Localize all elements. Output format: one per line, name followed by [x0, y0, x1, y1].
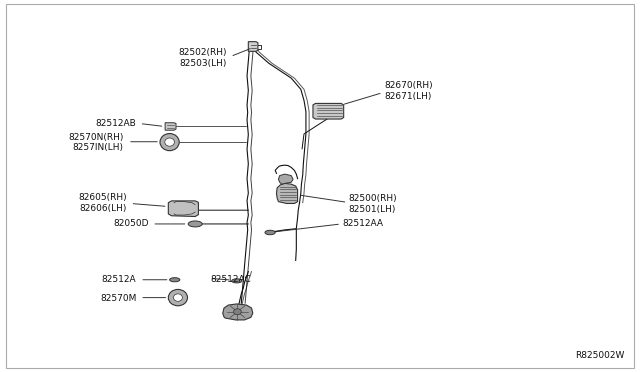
Ellipse shape	[165, 138, 175, 146]
Polygon shape	[276, 183, 298, 203]
Text: 82512AC: 82512AC	[210, 275, 251, 283]
Text: R825002W: R825002W	[575, 351, 624, 360]
Text: 82512A: 82512A	[102, 275, 136, 284]
Ellipse shape	[232, 279, 242, 283]
Ellipse shape	[160, 134, 179, 151]
Ellipse shape	[173, 294, 182, 301]
Text: 82570N(RH)
8257IN(LH): 82570N(RH) 8257IN(LH)	[68, 132, 124, 153]
Ellipse shape	[188, 221, 202, 227]
Text: 82570M: 82570M	[100, 294, 136, 303]
Polygon shape	[278, 174, 293, 184]
Polygon shape	[223, 304, 253, 320]
Ellipse shape	[265, 230, 275, 235]
Ellipse shape	[168, 289, 188, 306]
Polygon shape	[168, 201, 198, 217]
Polygon shape	[165, 123, 176, 130]
Text: 82512AA: 82512AA	[342, 219, 383, 228]
Text: 82050D: 82050D	[113, 219, 148, 228]
Ellipse shape	[234, 309, 241, 315]
Polygon shape	[248, 42, 258, 51]
Ellipse shape	[170, 278, 180, 282]
Text: 82502(RH)
82503(LH): 82502(RH) 82503(LH)	[179, 48, 227, 68]
Text: 82670(RH)
82671(LH): 82670(RH) 82671(LH)	[384, 81, 433, 101]
Text: 82605(RH)
82606(LH): 82605(RH) 82606(LH)	[78, 193, 127, 213]
Text: 82512AB: 82512AB	[95, 119, 136, 128]
Polygon shape	[313, 103, 344, 119]
Text: 82500(RH)
82501(LH): 82500(RH) 82501(LH)	[349, 194, 397, 214]
